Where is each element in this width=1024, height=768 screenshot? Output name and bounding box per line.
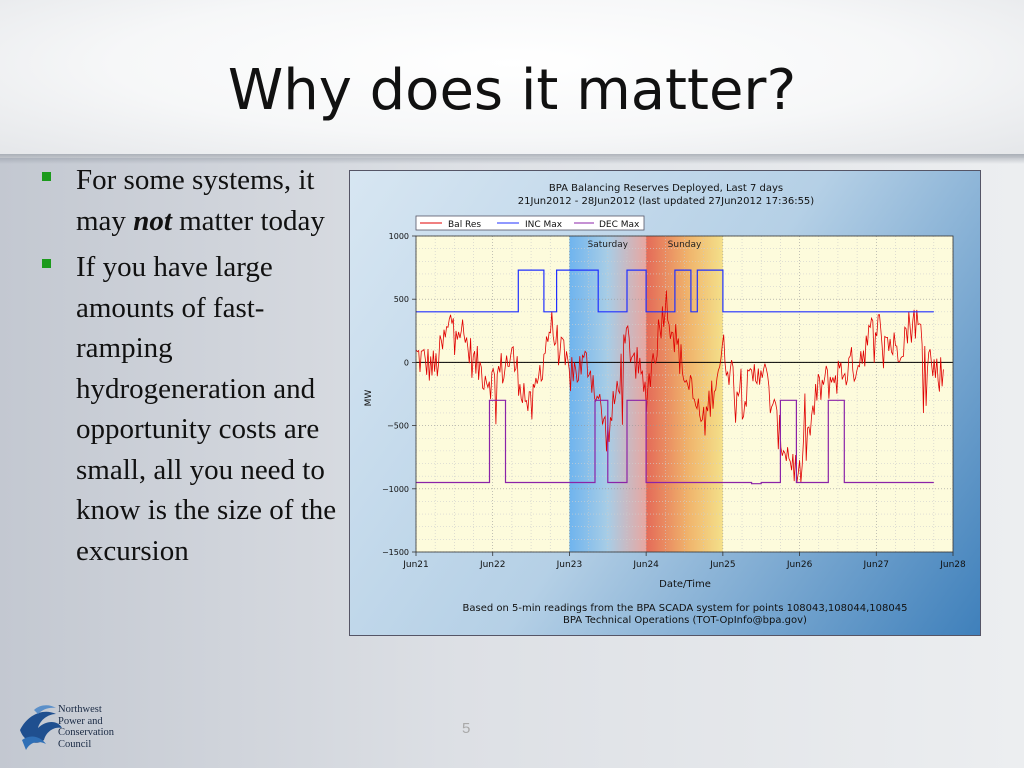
x-tick-label: Jun27 <box>863 560 890 570</box>
bullet-item: If you have large amounts of fast-rampin… <box>40 247 345 571</box>
x-tick-label: Jun26 <box>786 560 813 570</box>
bullet-text: If you have large amounts of fast-rampin… <box>76 251 337 567</box>
wave-logo-icon <box>20 711 62 743</box>
balancing-reserves-chart: BPA Balancing Reserves Deployed, Last 7 … <box>364 183 966 626</box>
weekend-band-saturday <box>569 236 647 552</box>
series-inc-max-line <box>416 269 934 313</box>
x-tick-label: Jun22 <box>479 560 506 570</box>
plot-border <box>415 235 954 553</box>
weekend-band-sunday <box>646 236 723 552</box>
bullet-text: For some systems, it may <box>76 164 315 237</box>
council-logo-text: Northwest Power and Conservation Council <box>58 704 114 750</box>
x-tick-label: Jun23 <box>556 560 583 570</box>
slide-title: Why does it matter? <box>227 58 797 123</box>
council-logo <box>20 705 62 750</box>
legend-dec-max: DEC Max <box>599 220 640 230</box>
logo-line: Northwest <box>58 704 102 715</box>
y-tick-label: 500 <box>394 295 409 304</box>
y-tick-label: 0 <box>404 358 409 367</box>
bullet-emphasis: not <box>133 204 172 237</box>
y-tick-label: −1000 <box>382 485 409 494</box>
chart-panel: BPA Balancing Reserves Deployed, Last 7 … <box>349 170 981 636</box>
x-axis-label: Date/Time <box>659 579 711 590</box>
bullet-text-end: matter today <box>171 204 325 237</box>
y-tick-label: −500 <box>387 422 409 431</box>
bullet-list: For some systems, it may not matter toda… <box>40 160 345 577</box>
page-number: 5 <box>462 720 471 737</box>
x-tick-label: Jun28 <box>939 560 966 570</box>
legend-bal-res: Bal Res <box>448 220 481 230</box>
y-tick-label: −1500 <box>382 548 409 557</box>
square-bullet-icon <box>42 172 51 181</box>
logo-line: Council <box>58 738 92 750</box>
logo-line: Conservation <box>58 727 114 738</box>
series-bal-res-line <box>415 290 944 483</box>
title-band <box>0 0 1024 158</box>
chart-title: BPA Balancing Reserves Deployed, Last 7 … <box>549 183 783 194</box>
y-axis-label: MW <box>364 390 374 407</box>
band-label-saturday: Saturday <box>588 240 629 250</box>
band-label-sunday: Sunday <box>668 240 702 250</box>
legend-inc-max: INC Max <box>525 220 563 230</box>
logo-line: Power and <box>58 715 103 727</box>
title-shadow <box>0 154 1024 164</box>
series-dec-max-line <box>416 399 934 485</box>
chart-subtitle: 21Jun2012 - 28Jun2012 (last updated 27Ju… <box>518 196 815 207</box>
footer-source: Based on 5-min readings from the BPA SCA… <box>463 603 908 614</box>
square-bullet-icon <box>42 259 51 268</box>
x-tick-label: Jun24 <box>632 560 659 570</box>
chart-legend: Bal Res INC Max DEC Max <box>415 215 645 231</box>
footer-contact: BPA Technical Operations (TOT-OpInfo@bpa… <box>563 615 807 626</box>
y-tick-label: 1000 <box>389 232 409 241</box>
x-tick-label: Jun21 <box>402 560 429 570</box>
bullet-item: For some systems, it may not matter toda… <box>40 160 345 241</box>
x-tick-label: Jun25 <box>709 560 736 570</box>
